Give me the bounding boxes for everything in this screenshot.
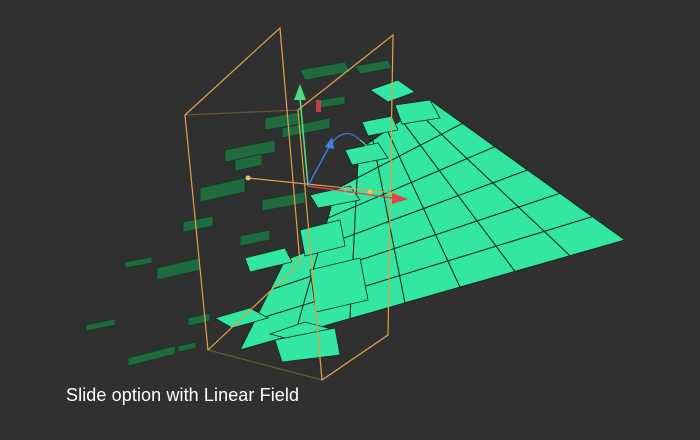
dark-tile (156, 257, 201, 281)
field-edge-line (207, 349, 323, 381)
gizmo-center (344, 184, 356, 196)
dark-tile (224, 139, 276, 163)
rotation-arc (329, 133, 361, 146)
bright-tile (309, 257, 369, 313)
dark-tile (85, 318, 116, 332)
dark-tile (299, 61, 351, 81)
dark-tile (354, 59, 393, 75)
bright-tile (361, 115, 399, 137)
field-handle-dot (245, 175, 251, 181)
scattered-bright-tiles (213, 79, 441, 363)
dark-tile (234, 153, 263, 172)
axis-y-arrow-icon (294, 84, 306, 100)
bright-tile (244, 247, 293, 273)
transform-gizmo-icon[interactable] (294, 84, 408, 204)
axis-x-arrow-icon (392, 193, 408, 204)
axis-x-line (307, 185, 393, 199)
bright-tile (344, 142, 389, 166)
field-plane-left (184, 26, 301, 352)
dark-tile (182, 215, 214, 233)
dark-tile (127, 345, 176, 367)
caption-text: Slide option with Linear Field (66, 385, 300, 405)
plane-handle (316, 100, 321, 112)
field-edge-line (184, 109, 299, 116)
dark-tile (199, 177, 246, 203)
bright-tile (543, 216, 627, 257)
axis-y-line (299, 97, 309, 187)
dark-tile (177, 341, 197, 353)
dark-tile (239, 229, 271, 247)
bright-tile (394, 99, 441, 125)
dark-tile (261, 191, 306, 212)
bright-tile (299, 219, 346, 257)
rotation-arc (359, 139, 372, 169)
field-handle-dot (367, 189, 373, 195)
dark-tile (319, 95, 346, 109)
dark-tile (124, 256, 153, 269)
dark-tile (281, 117, 331, 139)
dark-tiles (85, 59, 393, 367)
axis-z-arrow-icon (325, 137, 334, 149)
bright-tile (274, 327, 341, 363)
bright-tile-grid (239, 99, 627, 351)
field-plane-right (297, 33, 394, 382)
dark-tile (187, 312, 211, 327)
linear-field-frame-icon[interactable] (184, 26, 396, 382)
axis-z-line (307, 144, 331, 187)
